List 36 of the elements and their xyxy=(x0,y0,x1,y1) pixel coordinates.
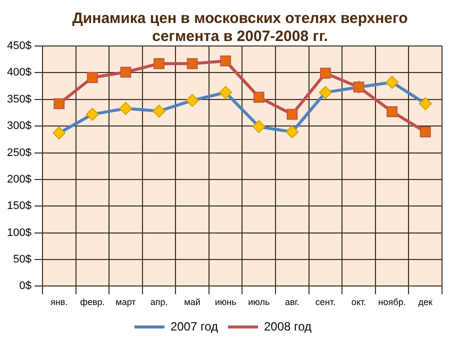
x-tick-label: июль xyxy=(248,297,270,308)
point xyxy=(286,108,298,120)
point xyxy=(86,72,98,83)
x-tick-label: апр. xyxy=(150,297,168,308)
point xyxy=(320,68,331,79)
x-tick-label: июнь xyxy=(214,297,237,308)
x-tick-label: янв. xyxy=(50,297,68,308)
point xyxy=(386,106,398,118)
point xyxy=(120,66,132,78)
legend-label: 2007 год xyxy=(170,319,218,334)
point xyxy=(253,92,264,103)
x-tick-label: март xyxy=(116,297,136,308)
point xyxy=(186,58,198,70)
y-tick-label: 250$ xyxy=(6,146,32,159)
point xyxy=(220,55,232,66)
y-tick-label: 50$ xyxy=(13,254,32,266)
x-tick-label: авг. xyxy=(284,297,300,308)
y-tick-label: 350$ xyxy=(6,93,32,106)
y-tick-label: 300$ xyxy=(6,120,32,132)
x-tick-label: окт. xyxy=(351,297,366,308)
y-tick-label: 200$ xyxy=(6,173,32,186)
legend-label: 2008 год xyxy=(264,319,312,334)
point xyxy=(54,98,65,110)
y-tick-label: 150$ xyxy=(6,200,32,212)
y-tick-label: 100$ xyxy=(6,226,32,239)
x-tick-label: ноябр. xyxy=(378,297,406,308)
chart-title: Динамика цен в московских отелях верхнего сегмента в 2007-2008 гг. xyxy=(71,10,409,46)
x-tick-label: февр. xyxy=(80,297,105,308)
point xyxy=(154,58,164,70)
x-tick-label: дек xyxy=(418,297,433,308)
x-tick-label: сент. xyxy=(315,297,336,308)
y-tick-label: 400$ xyxy=(6,66,32,79)
point xyxy=(420,126,431,138)
y-tick-label: 450$ xyxy=(6,40,32,52)
x-tick-label: май xyxy=(184,297,200,308)
y-tick-label: 0$ xyxy=(19,280,32,292)
